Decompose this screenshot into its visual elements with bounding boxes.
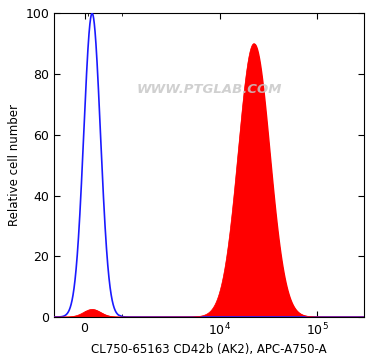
X-axis label: CL750-65163 CD42b (AK2), APC-A750-A: CL750-65163 CD42b (AK2), APC-A750-A (91, 343, 327, 356)
Y-axis label: Relative cell number: Relative cell number (8, 104, 21, 226)
Text: WWW.PTGLAB.COM: WWW.PTGLAB.COM (136, 83, 282, 96)
